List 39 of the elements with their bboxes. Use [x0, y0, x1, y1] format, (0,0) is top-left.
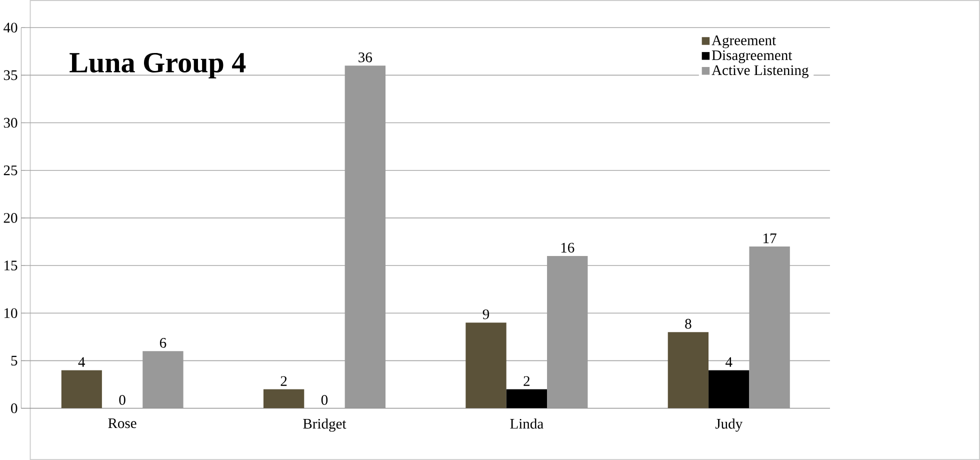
- data-label: 9: [482, 309, 490, 320]
- data-label: 17: [764, 233, 776, 244]
- bar: [344, 66, 386, 408]
- text: Luna Group 4: [70, 52, 246, 78]
- legend-label: Disagreement: [712, 50, 792, 64]
- data-label: 0: [321, 395, 328, 405]
- legend-label: Agreement: [712, 35, 776, 48]
- bar: [142, 351, 184, 408]
- x-tick-label: Rose: [108, 418, 136, 428]
- x-tick-label: Bridget: [303, 418, 346, 432]
- data-label: 8: [685, 318, 692, 329]
- bar: [61, 370, 102, 408]
- data-label: 0: [119, 395, 126, 405]
- bar: [668, 332, 709, 408]
- bar: [708, 370, 750, 408]
- bar: [749, 246, 790, 408]
- x-tick-label: Linda: [510, 418, 544, 429]
- bar: [466, 322, 506, 408]
- legend-label: Active Listening: [712, 65, 809, 78]
- data-label: 2: [280, 376, 287, 386]
- y-tick-label: 40: [4, 22, 18, 32]
- bar: [547, 256, 588, 408]
- y-tick-label: 35: [4, 70, 18, 80]
- y-tick-label: 10: [4, 308, 18, 318]
- x-tick-label: Judy: [715, 418, 743, 432]
- y-tick-label: 30: [4, 118, 18, 128]
- bar: [263, 389, 304, 408]
- data-label: 4: [78, 357, 86, 367]
- y-tick-label: 25: [4, 165, 18, 176]
- data-label: 36: [358, 52, 372, 62]
- data-label: 2: [524, 376, 530, 386]
- data-label: 16: [561, 242, 574, 253]
- y-tick-label: 5: [11, 356, 18, 366]
- y-tick-label: 15: [4, 260, 18, 270]
- y-tick-label: 0: [11, 403, 18, 414]
- y-tick-label: 20: [4, 212, 18, 223]
- data-label: 4: [726, 357, 732, 367]
- bar: [506, 389, 548, 408]
- data-label: 6: [160, 338, 166, 348]
